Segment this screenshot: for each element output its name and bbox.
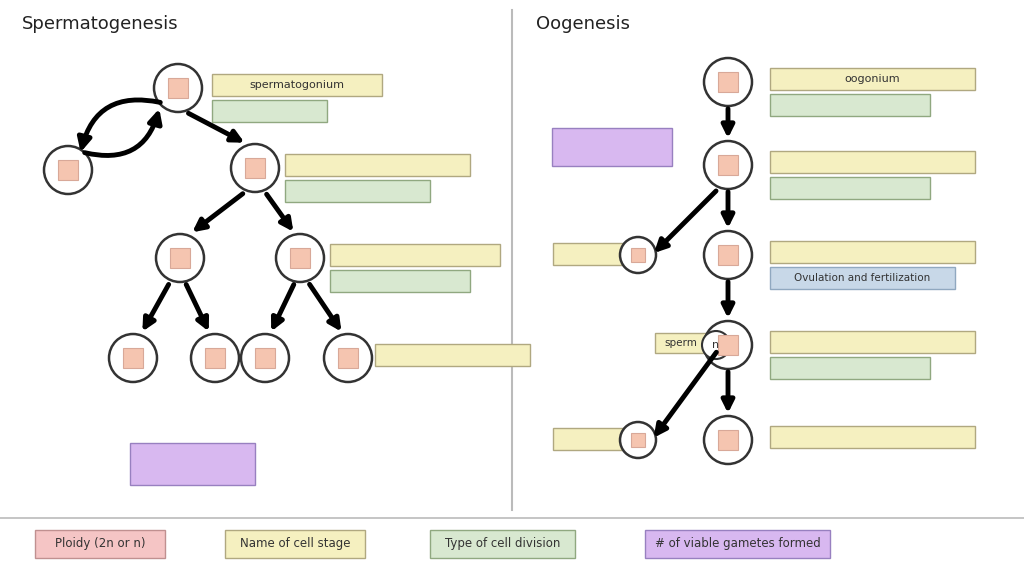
Bar xyxy=(205,348,225,368)
Text: Spermatogenesis: Spermatogenesis xyxy=(22,15,178,33)
Circle shape xyxy=(702,331,730,359)
Bar xyxy=(212,100,327,122)
Bar xyxy=(770,151,975,173)
Circle shape xyxy=(705,58,752,106)
Text: n: n xyxy=(713,340,720,350)
Bar xyxy=(285,154,470,176)
Bar xyxy=(718,335,738,355)
Bar xyxy=(718,245,738,265)
Circle shape xyxy=(705,231,752,279)
Bar xyxy=(718,155,738,175)
Circle shape xyxy=(620,237,656,273)
Circle shape xyxy=(324,334,372,382)
Bar xyxy=(290,248,310,268)
Bar xyxy=(58,160,78,180)
Circle shape xyxy=(620,422,656,458)
Text: spermatogonium: spermatogonium xyxy=(250,80,344,90)
Circle shape xyxy=(231,144,279,192)
Circle shape xyxy=(44,146,92,194)
Bar xyxy=(770,68,975,90)
Circle shape xyxy=(705,321,752,369)
Bar xyxy=(430,530,575,558)
Circle shape xyxy=(241,334,289,382)
Bar xyxy=(375,344,530,366)
Bar xyxy=(770,94,930,116)
Text: Type of cell division: Type of cell division xyxy=(444,538,560,550)
Bar xyxy=(553,428,633,450)
Text: Name of cell stage: Name of cell stage xyxy=(240,538,350,550)
Bar xyxy=(285,180,430,202)
Circle shape xyxy=(109,334,157,382)
Bar xyxy=(770,426,975,448)
Bar xyxy=(255,348,275,368)
Bar xyxy=(330,270,470,292)
Bar xyxy=(770,267,955,289)
Text: sperm: sperm xyxy=(665,338,697,348)
Bar xyxy=(35,530,165,558)
Bar xyxy=(170,248,190,268)
Circle shape xyxy=(705,141,752,189)
Circle shape xyxy=(191,334,239,382)
Bar xyxy=(718,72,738,92)
Bar xyxy=(553,243,633,265)
Circle shape xyxy=(156,234,204,282)
Text: # of viable gametes formed: # of viable gametes formed xyxy=(654,538,820,550)
Bar xyxy=(645,530,830,558)
Bar xyxy=(770,331,975,353)
Text: oogonium: oogonium xyxy=(845,74,900,84)
Bar xyxy=(245,158,265,178)
Text: Ovulation and fertilization: Ovulation and fertilization xyxy=(795,273,931,283)
Text: Oogenesis: Oogenesis xyxy=(536,15,630,33)
Bar xyxy=(212,74,382,96)
Bar xyxy=(338,348,358,368)
Bar xyxy=(631,433,645,447)
Bar xyxy=(770,241,975,263)
Bar xyxy=(631,248,645,262)
Circle shape xyxy=(276,234,324,282)
Text: Ploidy (2n or n): Ploidy (2n or n) xyxy=(54,538,145,550)
Bar xyxy=(655,333,707,353)
Bar xyxy=(552,128,672,166)
Bar xyxy=(123,348,143,368)
Bar xyxy=(770,357,930,379)
Circle shape xyxy=(154,64,202,112)
Bar xyxy=(770,177,930,199)
Bar xyxy=(130,443,255,485)
Circle shape xyxy=(705,416,752,464)
Bar xyxy=(330,244,500,266)
Bar xyxy=(718,430,738,450)
Bar xyxy=(168,78,188,98)
Bar xyxy=(225,530,365,558)
